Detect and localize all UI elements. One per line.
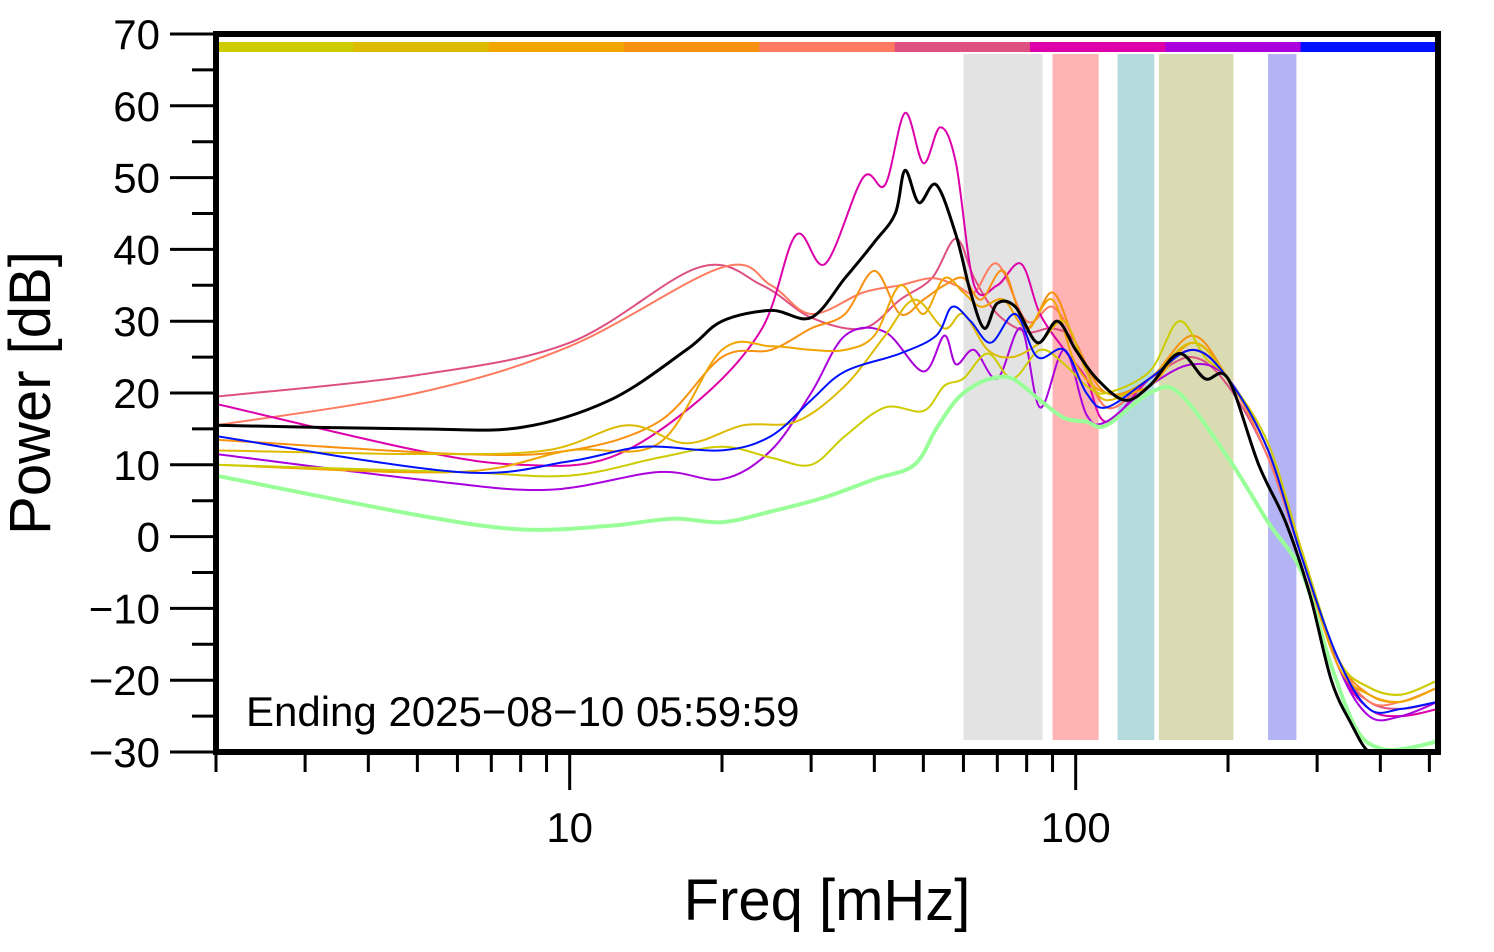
- y-axis-label: Power [dB]: [0, 251, 63, 535]
- frequency-bands: [963, 54, 1297, 740]
- y-tick-label: 40: [113, 226, 160, 273]
- series-line: [216, 276, 1438, 703]
- color-bar-segment: [894, 42, 1031, 52]
- color-bar-segment: [1300, 42, 1437, 52]
- frequency-band: [963, 54, 1043, 740]
- color-bar-segment: [218, 42, 354, 52]
- series-line: [216, 269, 1438, 704]
- annotation-text: Ending 2025−08−10 05:59:59: [246, 688, 800, 735]
- y-tick-label: 10: [113, 442, 160, 489]
- x-axis: 10 100: [214, 752, 1431, 851]
- y-tick-label: 70: [113, 11, 160, 58]
- series-line: [216, 237, 1438, 710]
- y-tick-label: −10: [89, 585, 160, 632]
- x-tick-label: 100: [1041, 804, 1111, 851]
- series-line: [216, 305, 1438, 714]
- frequency-band: [1158, 54, 1234, 740]
- series-line: [216, 326, 1438, 722]
- series-line: [216, 262, 1438, 707]
- y-tick-label: 20: [113, 370, 160, 417]
- y-tick-label: 60: [113, 83, 160, 130]
- y-axis: 70 60 50 40 30 20 10 0 −10 −20 −30: [89, 11, 216, 776]
- color-bar-segment: [488, 42, 625, 52]
- frequency-band: [1268, 54, 1297, 740]
- color-bar-segment: [1030, 42, 1166, 52]
- color-bar: [218, 42, 1437, 52]
- y-tick-label: −20: [89, 657, 160, 704]
- plot-frame: [213, 31, 1441, 755]
- series-line: [216, 168, 1438, 752]
- color-bar-segment: [624, 42, 760, 52]
- y-tick-label: 50: [113, 155, 160, 202]
- x-axis-label: Freq [mHz]: [684, 868, 971, 933]
- y-tick-label: −30: [89, 729, 160, 776]
- color-bar-segment: [759, 42, 896, 52]
- series-lines: [216, 111, 1438, 752]
- color-bar-segment: [1165, 42, 1302, 52]
- frequency-band: [1052, 54, 1099, 740]
- y-tick-label: 30: [113, 298, 160, 345]
- series-line: [216, 111, 1438, 718]
- y-tick-label: 0: [137, 514, 160, 561]
- x-tick-label: 10: [546, 804, 593, 851]
- color-bar-segment: [353, 42, 490, 52]
